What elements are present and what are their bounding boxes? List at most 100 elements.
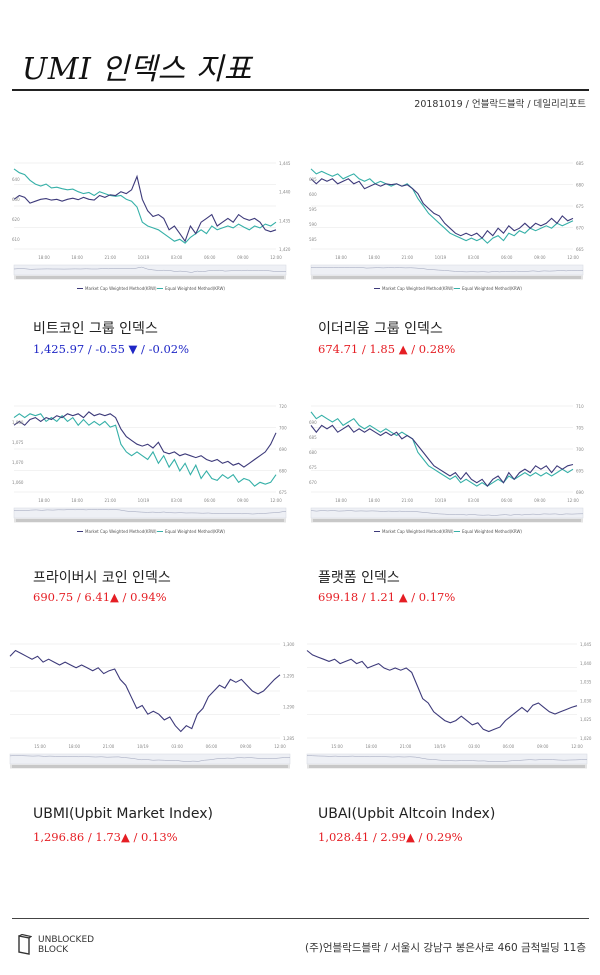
up-arrow-icon: ▲ [110,590,119,604]
logo-line-1: UNBLOCKED [38,935,95,945]
scrollbar-thumb [313,519,581,522]
x-tick-label: 18:00 [366,744,378,749]
y-tick-label: 605 [309,177,317,182]
y-tick-label: 1,295 [283,673,295,678]
legend-label: Market Cap Weighted Method(KRW) [382,286,454,291]
y-tick-label: 680 [576,183,584,188]
y-tick-label: 590 [309,222,317,227]
index-value: 1,425.97 / -0.55 ▼ / -0.02% [33,342,190,356]
y-tick-label: 1,300 [283,642,295,647]
navigator-series [310,510,584,516]
y-tick-label: 1,035 [580,680,592,685]
x-tick-label: 15:00 [34,744,46,749]
x-tick-label: 21:00 [105,498,117,503]
x-tick-label: 12:00 [567,255,579,260]
logo-line-2: BLOCK [38,945,69,955]
x-tick-label: 12:00 [571,744,583,749]
line-chart-svg: 685 680 675 670 665 605 600 595 590 585 18:00 18:00… [309,161,584,291]
y-tick-label: 1,070 [12,460,24,465]
legend-label: Market Cap Weighted Method(KRW) [85,529,157,534]
x-tick-label: 06:00 [501,498,513,503]
y-tick-label: 1,045 [580,642,592,647]
index-name: 프라이버시 코인 인덱스 [33,570,171,586]
chart-privacy-coin: 720 700 690 680 675 1,080 1,075 1,070 1,060 18:00… [10,400,292,548]
series-line [13,168,277,244]
y-tick-label: 595 [309,207,317,212]
scrollbar-thumb [12,765,288,768]
x-tick-label: 09:00 [534,255,546,260]
y-tick-label: 665 [576,247,584,252]
chart-platform: 710 705 700 695 690 690 685 680 675 670 18:00 18:00… [307,400,589,548]
y-tick-label: 1,040 [580,661,592,666]
y-tick-label: 680 [309,450,317,455]
y-tick-label: 1,075 [12,440,24,445]
navigator-strip [13,264,287,276]
y-tick-label: 620 [12,217,20,222]
x-tick-label: 10/19 [435,498,447,503]
navigator-series [310,267,584,273]
y-tick-label: 700 [279,426,287,431]
x-tick-label: 18:00 [368,498,380,503]
y-tick-label: 670 [576,226,584,231]
up-arrow-icon: ▲ [398,342,408,356]
up-arrow-icon: ▲ [406,830,415,844]
x-tick-label: 18:00 [71,498,83,503]
footer-divider [12,918,589,919]
index-name: 플랫폼 인덱스 [318,570,400,586]
y-tick-label: 670 [309,480,317,485]
navigator-series [13,509,287,515]
y-tick-label: 1,420 [279,247,291,252]
legend-label: Equal Weighted Method(KRW) [165,529,225,534]
y-tick-label: 675 [309,465,317,470]
x-tick-label: 21:00 [103,744,115,749]
x-tick-label: 21:00 [105,255,117,260]
y-tick-label: 675 [279,490,287,495]
logo-icon [18,934,32,955]
up-arrow-icon: ▲ [398,590,408,604]
index-value: 690.75 / 6.41▲ / 0.94% [33,590,167,604]
y-tick-label: 1,285 [283,736,295,741]
series-line [13,411,277,468]
y-tick-label: 1,020 [580,736,592,741]
y-tick-label: 690 [309,420,317,425]
line-chart-svg: 1,300 1,295 1,290 1,285 15:00 18:00 21:00 10/19… [9,642,295,769]
legend-label: Equal Weighted Method(KRW) [165,286,225,291]
x-tick-label: 18:00 [368,255,380,260]
x-tick-label: 21:00 [402,498,414,503]
chart-ethereum-group: 685 680 675 670 665 605 600 595 590 585 18:00 18:00… [307,157,589,305]
series-line [310,411,574,487]
scrollbar-thumb [16,519,284,522]
x-tick-label: 10/19 [435,255,447,260]
y-tick-label: 680 [279,469,287,474]
y-tick-label: 690 [279,447,287,452]
index-value: 674.71 / 1.85 ▲ / 0.28% [318,342,456,356]
series-line [310,168,574,244]
x-tick-label: 09:00 [534,498,546,503]
scrollbar-thumb [16,276,284,279]
y-tick-label: 720 [279,404,287,409]
line-chart-svg: 1,445 1,440 1,435 1,420 640 630 620 610 18:00 18:… [12,161,291,291]
chart-ubai: 1,045 1,040 1,035 1,030 1,025 1,020 15:00 18:00… [303,638,593,778]
x-tick-label: 12:00 [567,498,579,503]
x-tick-label: 18:00 [38,255,50,260]
x-tick-label: 18:00 [69,744,81,749]
index-name: 비트코인 그룹 인덱스 [33,321,158,337]
legend-label: Market Cap Weighted Method(KRW) [382,529,454,534]
x-tick-label: 12:00 [270,498,282,503]
y-tick-label: 630 [12,197,20,202]
series-line [306,650,578,733]
y-tick-label: 600 [309,192,317,197]
y-tick-label: 705 [576,426,584,431]
y-tick-label: 690 [576,490,584,495]
x-tick-label: 10/19 [138,255,150,260]
y-tick-label: 1,440 [279,190,291,195]
x-tick-label: 18:00 [335,255,347,260]
navigator-series [13,266,287,273]
x-tick-label: 15:00 [331,744,343,749]
legend-label: Market Cap Weighted Method(KRW) [85,286,157,291]
navigator-strip [9,753,291,765]
x-tick-label: 10/19 [138,498,150,503]
y-tick-label: 1,080 [12,420,24,425]
chart-ubmi: 1,300 1,295 1,290 1,285 15:00 18:00 21:00 10/19… [6,638,296,778]
x-tick-label: 03:00 [468,744,480,749]
